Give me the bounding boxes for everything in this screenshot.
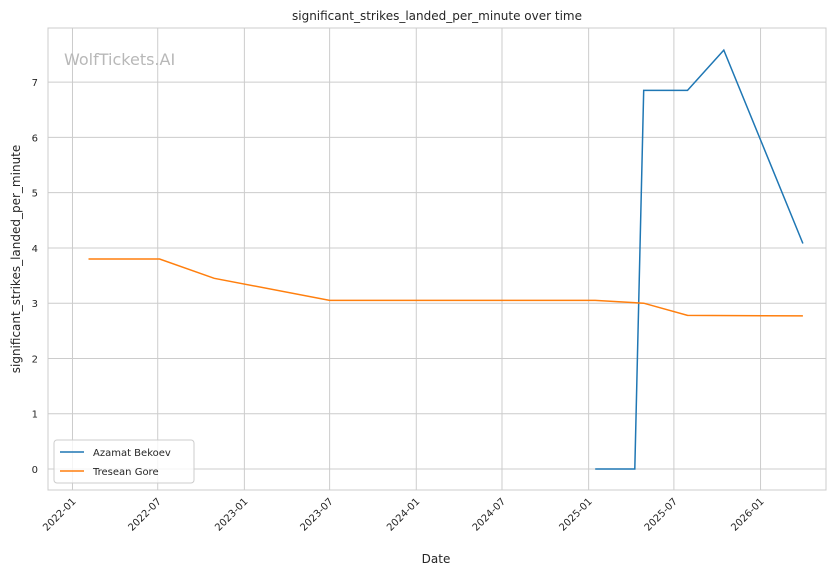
- series-group: [88, 48, 804, 470]
- chart-title: significant_strikes_landed_per_minute ov…: [292, 9, 582, 23]
- x-tick-label: 2024-01: [385, 496, 422, 533]
- legend-box: [53, 439, 195, 484]
- y-tick-label: 1: [32, 410, 38, 421]
- x-tick-label: 2022-01: [41, 496, 78, 533]
- legend-label: Azamat Bekoev: [93, 448, 171, 459]
- y-tick-label: 3: [32, 299, 38, 310]
- legend-label: Tresean Gore: [92, 467, 159, 478]
- x-tick-label: 2025-01: [557, 496, 594, 533]
- x-tick-label: 2025-07: [643, 496, 680, 533]
- y-tick-label: 6: [32, 133, 38, 144]
- series-line-tresean-gore: [88, 258, 803, 317]
- series-line-azamat-bekoev: [595, 48, 804, 470]
- x-tick-label: 2023-01: [213, 496, 250, 533]
- grid: [48, 28, 826, 490]
- legend: Azamat Bekoev Tresean Gore: [53, 439, 195, 484]
- x-axis-label: Date: [422, 552, 451, 566]
- plot-frame: [47, 27, 827, 491]
- y-tick-label: 2: [32, 354, 38, 365]
- y-axis-label: significant_strikes_landed_per_minute: [9, 145, 23, 374]
- x-tick-label: 2023-07: [298, 496, 335, 533]
- x-tick-labels: 2022-01 2022-07 2023-01 2023-07 2024-01 2024-…: [41, 496, 766, 533]
- y-tick-label: 0: [32, 465, 38, 476]
- y-tick-label: 5: [32, 189, 38, 200]
- y-tick-labels: 0 1 2 3 4 5 6 7: [32, 78, 38, 476]
- x-tick-label: 2022-07: [127, 496, 164, 533]
- x-tick-label: 2024-07: [471, 496, 508, 533]
- watermark: WolfTickets.AI: [64, 50, 175, 69]
- y-tick-label: 7: [32, 78, 38, 89]
- x-tick-label: 2026-01: [729, 496, 766, 533]
- y-tick-label: 4: [32, 244, 38, 255]
